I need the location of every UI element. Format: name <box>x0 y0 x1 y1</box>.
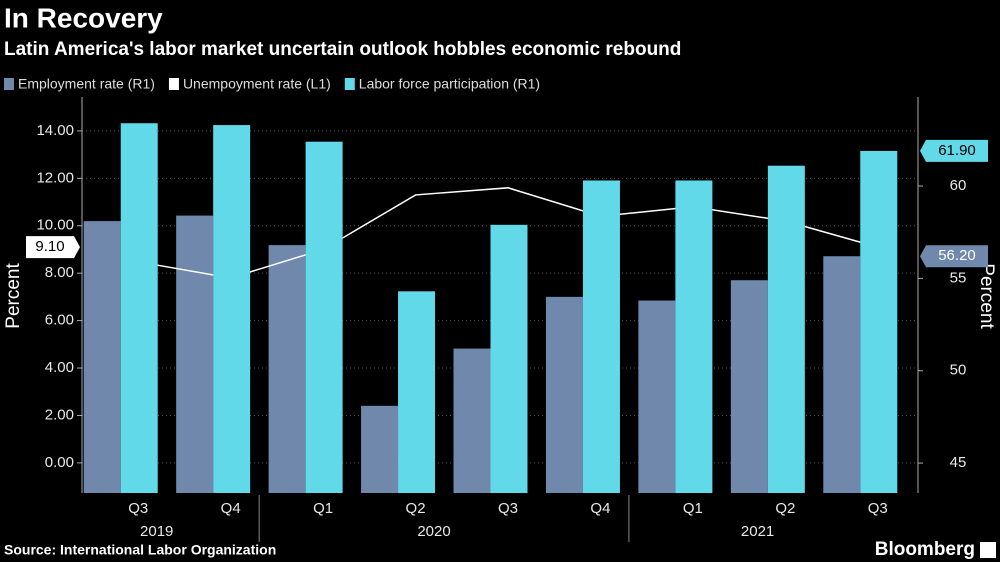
x-tick-label: Q3 <box>498 500 518 517</box>
year-label: 2020 <box>417 523 450 540</box>
legend-label: Labor force participation (R1) <box>359 76 540 92</box>
chart-title: In Recovery <box>4 2 163 33</box>
value-tag <box>26 236 80 259</box>
legend-swatch <box>168 78 179 90</box>
x-tick-label: Q1 <box>683 500 703 517</box>
y2-tick-label: 50 <box>950 362 967 379</box>
bar <box>675 180 713 493</box>
x-tick-label: Q2 <box>775 500 795 517</box>
chart-subtitle: Latin America's labor market uncertain o… <box>4 39 681 60</box>
bar <box>730 280 768 493</box>
bar <box>545 296 583 493</box>
legend-swatch <box>344 78 355 90</box>
legend-label: Unempoyment rate (L1) <box>183 76 331 92</box>
value-label: 9.10 <box>35 238 64 255</box>
year-label: 2019 <box>140 523 173 540</box>
y-tick-label: 12.00 <box>36 169 74 186</box>
bar <box>453 348 491 493</box>
bar <box>638 300 676 493</box>
x-tick-label: Q4 <box>221 500 241 517</box>
bar <box>213 125 251 494</box>
year-label: 2021 <box>741 523 774 540</box>
x-tick-label: Q1 <box>313 500 333 517</box>
legend-label: Employment rate (R1) <box>18 76 155 92</box>
y-tick-label: 10.00 <box>36 217 74 234</box>
y2-tick-label: 45 <box>950 454 967 471</box>
bar <box>120 123 158 494</box>
bar <box>176 215 214 493</box>
x-tick-label: Q4 <box>590 500 610 517</box>
source: Source: International Labor Organization <box>4 542 276 558</box>
y-axis-title: Percent <box>3 263 24 329</box>
y-tick-label: 4.00 <box>45 359 74 376</box>
y-tick-label: 8.00 <box>45 264 74 281</box>
x-tick-label: Q3 <box>868 500 888 517</box>
bar <box>767 165 805 493</box>
bar <box>860 150 898 493</box>
brand-icon <box>980 542 996 558</box>
y2-tick-label: 55 <box>950 269 967 286</box>
value-label: 56.20 <box>938 247 976 264</box>
bar <box>361 405 399 493</box>
y2-tick-label: 60 <box>950 177 967 194</box>
y-tick-label: 6.00 <box>45 312 74 329</box>
bar <box>268 245 306 493</box>
y-tick-label: 14.00 <box>36 122 74 139</box>
value-label: 61.90 <box>938 142 976 159</box>
y-tick-label: 2.00 <box>45 406 74 423</box>
value-tag <box>920 139 988 162</box>
x-tick-label: Q3 <box>128 500 148 517</box>
x-tick-label: Q2 <box>406 500 426 517</box>
y2-axis-title: Percent <box>976 263 997 329</box>
bar <box>582 180 620 493</box>
y-tick-label: 0.00 <box>45 454 74 471</box>
bar <box>305 141 343 493</box>
brand: Bloomberg <box>875 539 975 560</box>
line <box>138 187 878 279</box>
bar <box>823 256 861 493</box>
bar <box>490 224 528 494</box>
legend-swatch <box>4 78 14 90</box>
value-tag <box>920 245 988 268</box>
bar <box>398 291 436 493</box>
bar <box>83 221 121 494</box>
